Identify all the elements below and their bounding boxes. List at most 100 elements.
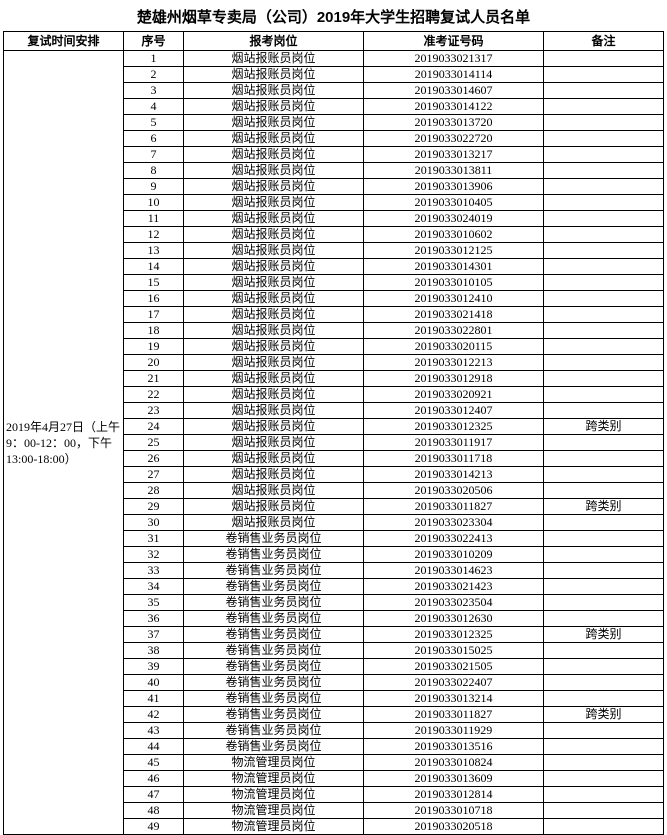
cell-seq: 26 (124, 451, 184, 467)
cell-remark (544, 515, 664, 531)
cell-ticket: 2019033023304 (364, 515, 544, 531)
cell-ticket: 2019033014301 (364, 259, 544, 275)
cell-seq: 36 (124, 611, 184, 627)
cell-position: 卷销售业务员岗位 (184, 643, 364, 659)
cell-position: 卷销售业务员岗位 (184, 675, 364, 691)
cell-position: 烟站报账员岗位 (184, 259, 364, 275)
cell-position: 烟站报账员岗位 (184, 83, 364, 99)
cell-position: 烟站报账员岗位 (184, 179, 364, 195)
cell-ticket: 2019033022720 (364, 131, 544, 147)
cell-remark (544, 83, 664, 99)
cell-position: 烟站报账员岗位 (184, 467, 364, 483)
cell-position: 物流管理员岗位 (184, 755, 364, 771)
cell-ticket: 2019033020115 (364, 339, 544, 355)
cell-ticket: 2019033011929 (364, 723, 544, 739)
cell-position: 卷销售业务员岗位 (184, 659, 364, 675)
cell-remark (544, 403, 664, 419)
cell-position: 烟站报账员岗位 (184, 355, 364, 371)
cell-position: 卷销售业务员岗位 (184, 579, 364, 595)
cell-seq: 43 (124, 723, 184, 739)
cell-position: 烟站报账员岗位 (184, 99, 364, 115)
schedule-cell: 2019年4月27日（上午9：00-12：00，下午13:00-18:00） (4, 51, 124, 835)
cell-seq: 30 (124, 515, 184, 531)
cell-seq: 24 (124, 419, 184, 435)
cell-remark (544, 179, 664, 195)
col-seq: 序号 (124, 32, 184, 51)
cell-position: 物流管理员岗位 (184, 803, 364, 819)
cell-ticket: 2019033010718 (364, 803, 544, 819)
table-row: 2019年4月27日（上午9：00-12：00，下午13:00-18:00）1烟… (4, 51, 664, 67)
cell-ticket: 2019033012630 (364, 611, 544, 627)
cell-seq: 33 (124, 563, 184, 579)
cell-ticket: 2019033010209 (364, 547, 544, 563)
cell-position: 烟站报账员岗位 (184, 163, 364, 179)
cell-remark (544, 579, 664, 595)
cell-seq: 6 (124, 131, 184, 147)
cell-position: 烟站报账员岗位 (184, 499, 364, 515)
cell-seq: 37 (124, 627, 184, 643)
cell-remark (544, 259, 664, 275)
cell-ticket: 2019033010405 (364, 195, 544, 211)
cell-seq: 4 (124, 99, 184, 115)
cell-ticket: 2019033014122 (364, 99, 544, 115)
cell-ticket: 2019033014213 (364, 467, 544, 483)
cell-remark (544, 819, 664, 835)
col-ticket: 准考证号码 (364, 32, 544, 51)
cell-ticket: 2019033010824 (364, 755, 544, 771)
cell-seq: 17 (124, 307, 184, 323)
cell-seq: 25 (124, 435, 184, 451)
cell-seq: 49 (124, 819, 184, 835)
cell-seq: 38 (124, 643, 184, 659)
cell-position: 烟站报账员岗位 (184, 195, 364, 211)
cell-seq: 7 (124, 147, 184, 163)
cell-ticket: 2019033012325 (364, 627, 544, 643)
cell-remark (544, 291, 664, 307)
cell-position: 物流管理员岗位 (184, 787, 364, 803)
cell-position: 烟站报账员岗位 (184, 339, 364, 355)
cell-ticket: 2019033011827 (364, 499, 544, 515)
cell-remark: 跨类别 (544, 499, 664, 515)
cell-seq: 29 (124, 499, 184, 515)
cell-ticket: 2019033013720 (364, 115, 544, 131)
cell-position: 物流管理员岗位 (184, 771, 364, 787)
cell-remark (544, 803, 664, 819)
cell-seq: 28 (124, 483, 184, 499)
cell-position: 卷销售业务员岗位 (184, 531, 364, 547)
cell-position: 烟站报账员岗位 (184, 211, 364, 227)
cell-remark (544, 323, 664, 339)
cell-remark (544, 691, 664, 707)
cell-remark (544, 51, 664, 67)
cell-ticket: 2019033012814 (364, 787, 544, 803)
cell-ticket: 2019033013516 (364, 739, 544, 755)
cell-remark (544, 547, 664, 563)
cell-seq: 19 (124, 339, 184, 355)
cell-remark (544, 275, 664, 291)
cell-position: 烟站报账员岗位 (184, 147, 364, 163)
cell-remark (544, 675, 664, 691)
cell-seq: 48 (124, 803, 184, 819)
table-header-row: 复试时间安排 序号 报考岗位 准考证号码 备注 (4, 32, 664, 51)
cell-position: 物流管理员岗位 (184, 819, 364, 835)
cell-remark (544, 195, 664, 211)
cell-ticket: 2019033021505 (364, 659, 544, 675)
cell-position: 卷销售业务员岗位 (184, 595, 364, 611)
cell-remark (544, 739, 664, 755)
cell-remark (544, 451, 664, 467)
cell-seq: 35 (124, 595, 184, 611)
cell-seq: 14 (124, 259, 184, 275)
cell-ticket: 2019033010105 (364, 275, 544, 291)
cell-seq: 44 (124, 739, 184, 755)
col-position: 报考岗位 (184, 32, 364, 51)
cell-position: 烟站报账员岗位 (184, 451, 364, 467)
cell-seq: 8 (124, 163, 184, 179)
cell-remark (544, 163, 664, 179)
cell-ticket: 2019033015025 (364, 643, 544, 659)
cell-ticket: 2019033011827 (364, 707, 544, 723)
cell-seq: 15 (124, 275, 184, 291)
cell-position: 烟站报账员岗位 (184, 371, 364, 387)
cell-seq: 42 (124, 707, 184, 723)
cell-position: 烟站报账员岗位 (184, 323, 364, 339)
cell-ticket: 2019033024019 (364, 211, 544, 227)
cell-position: 烟站报账员岗位 (184, 67, 364, 83)
cell-seq: 20 (124, 355, 184, 371)
